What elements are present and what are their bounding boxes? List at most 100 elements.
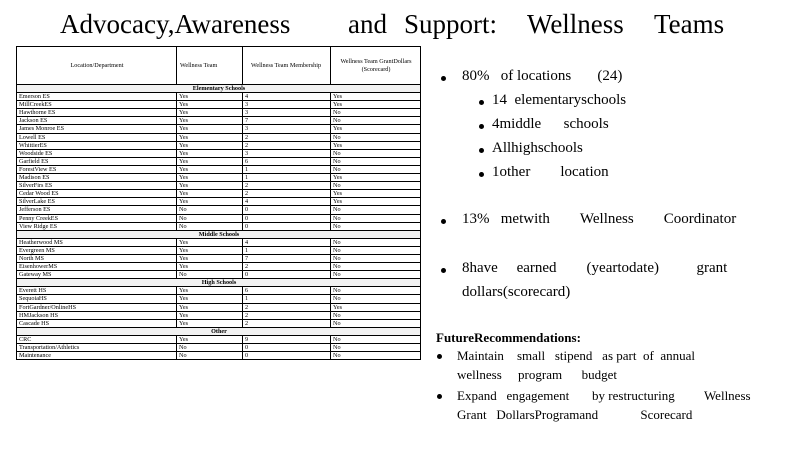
- table-row: Transportation/Athletics No 0 No: [16, 342, 421, 353]
- grant-cell: Yes: [330, 197, 421, 207]
- wellness-team-cell: Yes: [176, 245, 243, 255]
- recommendation-line: Grant DollarsProgramand Scorecard: [457, 407, 693, 422]
- stat-sub-item: Allhighschools: [492, 140, 583, 156]
- location-cell: Jackson ES: [16, 116, 177, 126]
- table-row: SilverFirs ES Yes 2 No: [16, 181, 421, 191]
- wellness-team-cell: Yes: [176, 164, 243, 175]
- stat-locations: 80% of locations (24): [462, 68, 623, 84]
- wellness-team-cell: Yes: [176, 140, 243, 150]
- wellness-team-cell: Yes: [176, 181, 243, 191]
- table-row: Heatherwood MS Yes 4 No: [16, 237, 421, 247]
- location-cell: Hawthorne ES: [16, 108, 177, 118]
- header-location: Location/Department: [16, 46, 177, 85]
- membership-cell: 0: [242, 351, 331, 361]
- membership-cell: 3: [242, 100, 331, 110]
- membership-cell: 4: [242, 237, 331, 247]
- bullet-icon: [441, 219, 446, 224]
- location-cell: HMJackson HS: [16, 310, 177, 320]
- grant-cell: No: [330, 148, 421, 158]
- membership-cell: 2: [242, 302, 331, 312]
- stat-sub-item: 14 elementaryschools: [492, 92, 627, 108]
- grant-cell: No: [330, 108, 421, 118]
- future-recommendations-title: FutureRecommendations:: [436, 330, 581, 345]
- grant-cell: No: [330, 237, 421, 247]
- location-cell: Emerson ES: [16, 92, 177, 102]
- wellness-team-cell: Yes: [176, 148, 243, 158]
- membership-cell: 0: [242, 221, 331, 231]
- wellness-team-cell: Yes: [176, 237, 243, 247]
- grant-cell: No: [330, 181, 421, 191]
- membership-cell: 1: [242, 294, 331, 304]
- wellness-team-cell: Yes: [176, 310, 243, 320]
- grant-cell: No: [330, 342, 421, 353]
- grant-cell: No: [330, 116, 421, 126]
- bullet-icon: [437, 394, 442, 399]
- table-row: Garfield ES Yes 6 No: [16, 156, 421, 166]
- location-cell: SilverFirs ES: [16, 181, 177, 191]
- table-row: Maintenance No 0 No: [16, 351, 421, 361]
- location-cell: Evergreen MS: [16, 245, 177, 255]
- location-cell: SilverLake ES: [16, 197, 177, 207]
- membership-cell: 2: [242, 181, 331, 191]
- membership-cell: 1: [242, 245, 331, 255]
- location-cell: Gateway MS: [16, 270, 177, 280]
- wellness-team-cell: Yes: [176, 108, 243, 118]
- membership-cell: 2: [242, 132, 331, 142]
- grant-cell: Yes: [330, 302, 421, 312]
- grant-cell: No: [330, 334, 421, 345]
- wellness-team-cell: Yes: [176, 189, 243, 199]
- recommendation-line: Maintain small stipend as part of annual: [457, 348, 695, 363]
- grant-cell: No: [330, 132, 421, 142]
- table-row: Cedar Wood ES Yes 2 Yes: [16, 189, 421, 199]
- grant-cell: Yes: [330, 92, 421, 102]
- stat-sub-item: 1other location: [492, 164, 609, 180]
- header-membership: Wellness Team Membership: [242, 46, 331, 85]
- location-cell: MillCreekES: [16, 100, 177, 110]
- location-cell: Cascade HS: [16, 318, 177, 328]
- section-row: High Schools: [16, 278, 421, 288]
- membership-cell: 1: [242, 164, 331, 175]
- section-label: Middle Schools: [16, 229, 421, 239]
- membership-cell: 2: [242, 140, 331, 150]
- wellness-team-cell: Yes: [176, 262, 243, 272]
- recommendation-line: wellness program budget: [457, 367, 617, 382]
- title-part: Advocacy,Awareness: [60, 9, 291, 39]
- location-cell: FortGardner/OnlineHS: [16, 302, 177, 312]
- wellness-team-cell: Yes: [176, 100, 243, 110]
- table-row: WhittierES Yes 2 Yes: [16, 140, 421, 150]
- table-body: Elementary Schools Emerson ES Yes 4 Yes MillC…: [16, 83, 421, 361]
- title-part: Teams: [654, 9, 725, 39]
- membership-cell: 2: [242, 189, 331, 199]
- location-cell: WhittierES: [16, 140, 177, 150]
- grant-cell: No: [330, 156, 421, 166]
- wellness-team-cell: Yes: [176, 173, 243, 183]
- location-cell: Transportation/Athletics: [16, 342, 177, 353]
- wellness-team-cell: Yes: [176, 253, 243, 264]
- grant-cell: No: [330, 351, 421, 361]
- section-label: Elementary Schools: [16, 83, 421, 94]
- grant-cell: No: [330, 318, 421, 328]
- location-cell: Garfield ES: [16, 156, 177, 166]
- bullet-icon: [441, 268, 446, 273]
- location-cell: Maintenance: [16, 351, 177, 361]
- wellness-team-cell: Yes: [176, 132, 243, 142]
- membership-cell: 1: [242, 173, 331, 183]
- grant-cell: Yes: [330, 140, 421, 150]
- table-row: James Monroe ES Yes 3 Yes: [16, 124, 421, 134]
- membership-cell: 7: [242, 253, 331, 264]
- wellness-team-cell: Yes: [176, 286, 243, 296]
- grant-cell: No: [330, 221, 421, 231]
- location-cell: Madison ES: [16, 173, 177, 183]
- membership-cell: 3: [242, 108, 331, 118]
- stat-sub-item: 4middle schools: [492, 116, 609, 132]
- membership-cell: 6: [242, 286, 331, 296]
- table-row: HMJackson HS Yes 2 No: [16, 310, 421, 320]
- wellness-team-cell: Yes: [176, 124, 243, 134]
- membership-cell: 3: [242, 124, 331, 134]
- table-row: Evergreen MS Yes 1 No: [16, 245, 421, 255]
- wellness-team-cell: Yes: [176, 156, 243, 166]
- wellness-team-cell: Yes: [176, 197, 243, 207]
- table-row: Madison ES Yes 1 Yes: [16, 173, 421, 183]
- wellness-team-cell: Yes: [176, 294, 243, 304]
- location-cell: Jefferson ES: [16, 205, 177, 215]
